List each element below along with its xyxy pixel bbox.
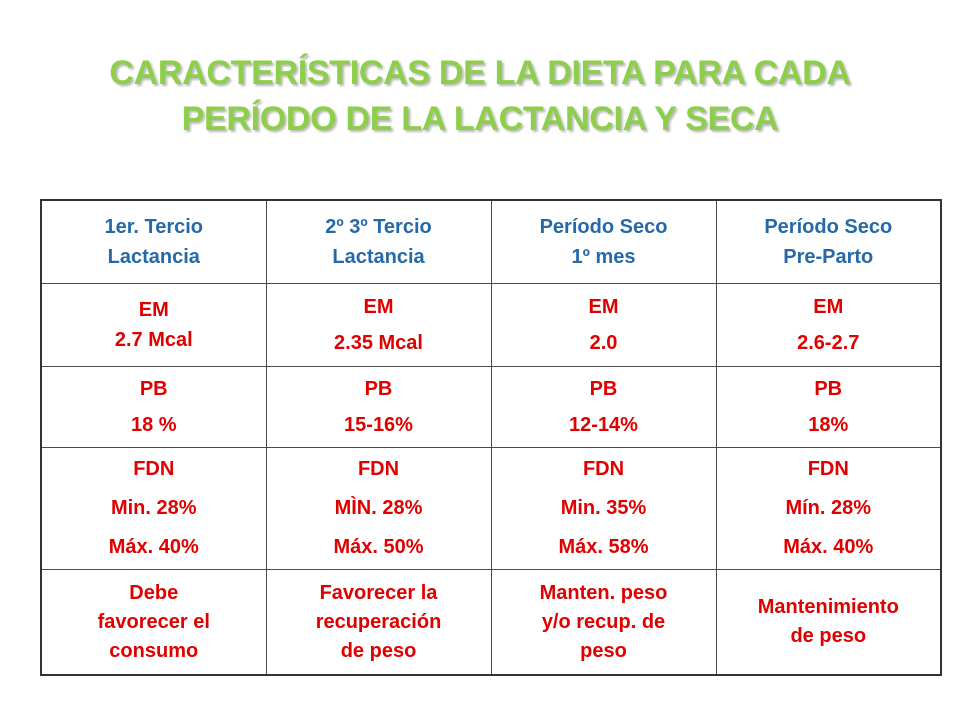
cell-text: 2.7 Mcal bbox=[114, 329, 193, 351]
cell-text: Debe bbox=[129, 581, 179, 604]
cell-text: Máx. 40% bbox=[108, 536, 199, 558]
cell-text: Máx. 50% bbox=[333, 536, 424, 558]
pb-cell: PB 12-14% bbox=[490, 366, 717, 448]
cell-text: 15-16% bbox=[344, 414, 413, 436]
page-title: CARACTERÍSTICAS DE LA DIETA PARA CADA PE… bbox=[0, 50, 960, 142]
goal-cell: Mantenimiento de peso bbox=[715, 569, 942, 676]
fdn-cell: FDN MÌN. 28% Máx. 50% bbox=[265, 447, 492, 570]
cell-text: PB bbox=[364, 378, 393, 400]
page-title-line-2: PERÍODO DE LA LACTANCIA Y SECA bbox=[181, 100, 779, 138]
cell-text: 12-14% bbox=[569, 414, 638, 436]
table-row-fdn: FDN Min. 28% Máx. 40% FDN MÌN. 28% Máx. 50% … bbox=[40, 447, 942, 570]
cell-text: Máx. 40% bbox=[783, 536, 874, 558]
header-text: Período Seco bbox=[764, 216, 893, 238]
cell-text: FDN bbox=[357, 458, 400, 480]
header-cell-tercio-2-3: 2º 3º Tercio Lactancia bbox=[265, 199, 492, 284]
table-row-em: EM 2.7 Mcal EM 2.35 Mcal EM 2.0 EM 2.6-2.7 bbox=[40, 283, 942, 367]
cell-text: consumo bbox=[109, 639, 199, 662]
cell-text: recuperación bbox=[315, 610, 442, 633]
goal-cell: Debe favorecer el consumo bbox=[40, 569, 267, 676]
cell-text: PB bbox=[139, 378, 168, 400]
header-text: 1er. Tercio bbox=[104, 216, 204, 238]
header-text: 2º 3º Tercio bbox=[325, 216, 432, 238]
table-header-row: 1er. Tercio Lactancia 2º 3º Tercio Lactanc… bbox=[40, 199, 942, 284]
cell-text: EM bbox=[813, 296, 844, 318]
cell-text: EM bbox=[363, 296, 394, 318]
cell-text: 2.0 bbox=[589, 332, 618, 354]
table-row-goal: Debe favorecer el consumo Favorecer la recu… bbox=[40, 569, 942, 676]
fdn-cell: FDN Min. 35% Máx. 58% bbox=[490, 447, 717, 570]
goal-cell: Manten. peso y/o recup. de peso bbox=[490, 569, 717, 676]
pb-cell: PB 15-16% bbox=[265, 366, 492, 448]
cell-text: FDN bbox=[807, 458, 849, 480]
cell-text: FDN bbox=[582, 458, 625, 480]
fdn-cell: FDN Min. 28% Máx. 40% bbox=[40, 447, 267, 570]
header-cell-seco-1-mes: Período Seco 1º mes bbox=[490, 199, 717, 284]
header-text: Lactancia bbox=[107, 246, 200, 268]
cell-text: de peso bbox=[790, 625, 867, 647]
cell-text: Min. 28% bbox=[110, 497, 197, 519]
header-text: Pre-Parto bbox=[783, 246, 874, 268]
cell-text: favorecer el bbox=[97, 610, 210, 633]
goal-cell: Favorecer la recuperación de peso bbox=[265, 569, 492, 676]
cell-text: EM bbox=[588, 296, 619, 318]
em-cell: EM 2.35 Mcal bbox=[265, 283, 492, 367]
em-cell: EM 2.6-2.7 bbox=[715, 283, 942, 367]
cell-text: y/o recup. de bbox=[541, 610, 666, 633]
cell-text: PB bbox=[814, 378, 843, 400]
header-text: 1º mes bbox=[571, 246, 636, 268]
diet-table: 1er. Tercio Lactancia 2º 3º Tercio Lactanc… bbox=[40, 199, 942, 676]
cell-text: PB bbox=[589, 378, 618, 400]
cell-text: MÌN. 28% bbox=[334, 497, 423, 519]
header-cell-tercio-1: 1er. Tercio Lactancia bbox=[40, 199, 267, 284]
cell-text: Máx. 58% bbox=[558, 536, 649, 558]
cell-text: Mín. 28% bbox=[785, 497, 872, 519]
cell-text: 2.6-2.7 bbox=[797, 332, 860, 354]
header-text: Lactancia bbox=[332, 246, 425, 268]
cell-text: 18 % bbox=[130, 414, 177, 436]
cell-text: Favorecer la bbox=[319, 581, 438, 604]
cell-text: FDN bbox=[133, 458, 175, 480]
pb-cell: PB 18 % bbox=[40, 366, 267, 448]
cell-text: Min. 35% bbox=[560, 497, 647, 519]
cell-text: 18% bbox=[808, 414, 849, 436]
cell-text: Manten. peso bbox=[539, 581, 668, 604]
cell-text: de peso bbox=[340, 639, 417, 662]
em-cell: EM 2.0 bbox=[490, 283, 717, 367]
header-cell-seco-pre-parto: Período Seco Pre-Parto bbox=[715, 199, 942, 284]
fdn-cell: FDN Mín. 28% Máx. 40% bbox=[715, 447, 942, 570]
page-title-line-1: CARACTERÍSTICAS DE LA DIETA PARA CADA bbox=[109, 54, 851, 92]
cell-text: EM bbox=[138, 299, 169, 321]
header-text: Período Seco bbox=[539, 216, 668, 238]
em-cell: EM 2.7 Mcal bbox=[40, 283, 267, 367]
pb-cell: PB 18% bbox=[715, 366, 942, 448]
cell-text: peso bbox=[580, 639, 627, 662]
table-row-pb: PB 18 % PB 15-16% PB 12-14% PB 18% bbox=[40, 366, 942, 448]
cell-text: Mantenimiento bbox=[757, 596, 899, 618]
cell-text: 2.35 Mcal bbox=[334, 332, 423, 354]
